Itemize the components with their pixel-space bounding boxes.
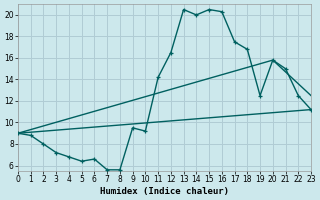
X-axis label: Humidex (Indice chaleur): Humidex (Indice chaleur) [100,187,229,196]
